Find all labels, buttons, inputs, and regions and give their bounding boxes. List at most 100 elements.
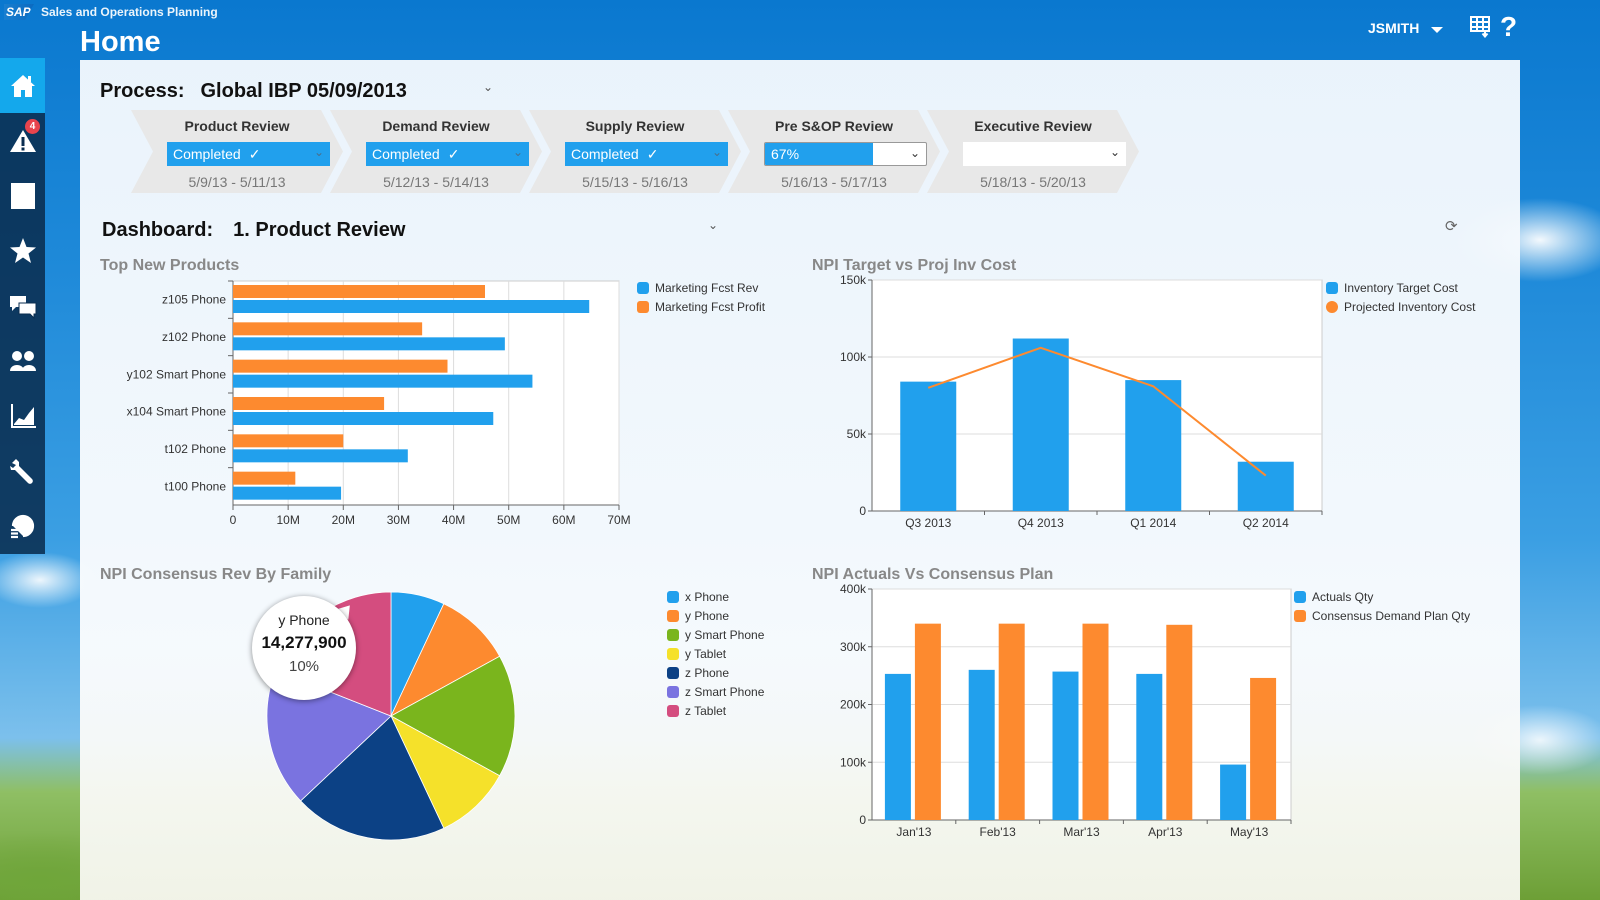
legend-label: x Phone	[685, 589, 730, 604]
check-icon: ✓	[447, 145, 460, 162]
step-title: Product Review	[184, 118, 290, 134]
legend-item[interactable]: z Smart Phone	[667, 682, 764, 701]
refresh-icon[interactable]: ⟳	[1445, 218, 1458, 235]
legend-item[interactable]: Projected Inventory Cost	[1326, 297, 1475, 316]
legend-top-new-products: Marketing Fcst Rev Marketing Fcst Profit	[637, 278, 765, 316]
legend-label: Projected Inventory Cost	[1344, 299, 1476, 314]
step-status: Completed	[571, 146, 639, 162]
step-title: Demand Review	[382, 118, 490, 134]
chart-title-npi-target: NPI Target vs Proj Inv Cost	[812, 257, 1017, 274]
step-status-dropdown[interactable]: Completed ✓ ⌄	[167, 142, 330, 166]
legend-swatch	[667, 628, 679, 641]
tooltip-value: 14,277,900	[261, 633, 347, 652]
tooltip-percent: 10%	[288, 658, 320, 675]
step-status: 67%	[771, 146, 800, 162]
process-chevron-down-icon[interactable]: ⌄	[483, 80, 494, 94]
step-dates: 5/18/13 - 5/20/13	[980, 174, 1086, 190]
app-title: Sales and Operations Planning	[41, 5, 218, 19]
sidebar-item-favorites[interactable]	[0, 223, 45, 278]
warning-icon	[9, 129, 36, 152]
wrench-icon	[9, 458, 33, 484]
legend-npi-target: Inventory Target Cost Projected Inventor…	[1326, 278, 1475, 316]
legend-swatch	[637, 300, 649, 313]
user-menu[interactable]: JSMITH	[1368, 20, 1444, 36]
chart-title-top-new-products: Top New Products	[100, 257, 240, 274]
legend-label: y Phone	[685, 608, 730, 623]
grid-download-icon[interactable]	[1470, 16, 1492, 39]
user-name: JSMITH	[1368, 20, 1420, 36]
chevron-down-icon: ⌄	[313, 145, 324, 159]
pie-tooltip: y Phone 14,277,900 10%	[252, 596, 356, 700]
process-selector[interactable]: Process: Global IBP 05/09/2013	[100, 80, 407, 103]
home-icon	[10, 74, 35, 97]
legend-item[interactable]: Inventory Target Cost	[1326, 278, 1475, 297]
chevron-down-icon: ⌄	[711, 145, 722, 159]
sidebar-item-collaboration[interactable]	[0, 278, 45, 333]
step-status-dropdown[interactable]: ⌄	[963, 142, 1126, 166]
legend-item[interactable]: z Phone	[667, 663, 764, 682]
step-dates: 5/12/13 - 5/14/13	[383, 174, 489, 190]
dashboard-chevron-down-icon[interactable]: ⌄	[708, 218, 719, 232]
chat-icon	[9, 295, 36, 319]
legend-consensus-rev: x Phone y Phone y Smart Phone y Tablet z Pho…	[667, 587, 764, 720]
legend-item[interactable]: y Tablet	[667, 644, 764, 663]
sidebar-item-history[interactable]	[0, 498, 45, 553]
step-supply-review: Supply Review Completed ✓ ⌄ 5/15/13 - 5/…	[529, 110, 741, 193]
legend-label: z Tablet	[685, 703, 727, 718]
legend-label: z Phone	[685, 665, 730, 680]
process-value: Global IBP 05/09/2013	[200, 80, 407, 102]
legend-item[interactable]: Consensus Demand Plan Qty	[1294, 606, 1470, 625]
sidebar-item-home[interactable]	[0, 58, 45, 113]
legend-swatch	[1326, 300, 1338, 313]
step-status: Completed	[173, 146, 241, 162]
dashboard-label: Dashboard:	[102, 219, 214, 241]
dashboard-selector[interactable]: Dashboard: 1. Product Review	[102, 219, 405, 242]
sidebar-item-users[interactable]	[0, 333, 45, 388]
legend-swatch	[667, 666, 679, 679]
step-status-dropdown[interactable]: Completed ✓ ⌄	[565, 142, 728, 166]
legend-label: y Smart Phone	[685, 627, 765, 642]
legend-item[interactable]: y Smart Phone	[667, 625, 764, 644]
step-title: Pre S&OP Review	[774, 118, 894, 134]
chart-title-consensus-rev: NPI Consensus Rev By Family	[100, 566, 332, 583]
caret-down-icon	[1431, 26, 1444, 33]
sidebar-item-alerts[interactable]: 4	[0, 113, 45, 168]
legend-actuals-vs-consensus: Actuals Qty Consensus Demand Plan Qty	[1294, 587, 1470, 625]
check-icon: ✓	[646, 145, 659, 162]
step-dates: 5/15/13 - 5/16/13	[582, 174, 688, 190]
legend-label: Inventory Target Cost	[1344, 280, 1458, 295]
chevron-down-icon: ⌄	[909, 146, 920, 160]
sidebar-item-analytics[interactable]	[0, 388, 45, 443]
users-icon	[9, 350, 36, 371]
step-title: Supply Review	[585, 118, 685, 134]
legend-label: y Tablet	[685, 646, 727, 661]
legend-label: Consensus Demand Plan Qty	[1312, 608, 1471, 623]
history-icon	[10, 514, 34, 538]
legend-item[interactable]: Marketing Fcst Rev	[637, 278, 765, 297]
sidebar-item-tasks[interactable]	[0, 168, 45, 223]
legend-item[interactable]: z Tablet	[667, 701, 764, 720]
legend-item[interactable]: x Phone	[667, 587, 764, 606]
chevron-down-icon: ⌄	[512, 145, 523, 159]
legend-swatch	[1326, 281, 1338, 294]
legend-label: Marketing Fcst Profit	[655, 299, 766, 314]
step-status-dropdown[interactable]: Completed ✓ ⌄	[366, 142, 529, 166]
help-icon[interactable]: ?	[1500, 11, 1518, 42]
step-progress-dropdown[interactable]: 67% ⌄	[764, 142, 927, 166]
sidebar-item-tools[interactable]	[0, 443, 45, 498]
page-title: Home	[80, 26, 161, 58]
legend-item[interactable]: Marketing Fcst Profit	[637, 297, 765, 316]
area-chart-icon	[10, 403, 36, 428]
dashboard-value: 1. Product Review	[233, 219, 406, 241]
step-product-review: Product Review Completed ✓ ⌄ 5/9/13 - 5/…	[131, 110, 343, 193]
chart-title-actuals-vs-consensus: NPI Actuals Vs Consensus Plan	[812, 566, 1054, 583]
legend-item[interactable]: Actuals Qty	[1294, 587, 1470, 606]
star-icon	[9, 237, 36, 263]
step-demand-review: Demand Review Completed ✓ ⌄ 5/12/13 - 5/…	[330, 110, 542, 193]
legend-label: z Smart Phone	[685, 684, 765, 699]
checklist-icon	[10, 182, 35, 209]
legend-swatch	[637, 281, 649, 294]
legend-item[interactable]: y Phone	[667, 606, 764, 625]
step-dates: 5/9/13 - 5/11/13	[188, 174, 286, 190]
alerts-badge: 4	[25, 119, 40, 134]
